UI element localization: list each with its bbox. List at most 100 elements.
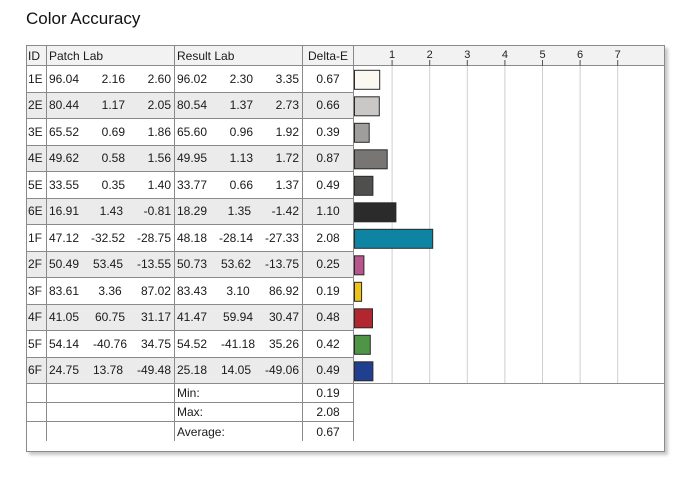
lab-value: 53.62 [220,257,252,272]
result-lab-values: 48.18 -28.14 -27.33 [175,225,303,252]
patch-lab-values: 16.91 1.43 -0.81 [47,198,175,225]
lab-value: 1.35 [227,204,252,219]
lab-value: -28.14 [218,230,254,245]
lab-value: 87.02 [140,283,171,298]
delta-e-bar [354,122,370,143]
patch-lab-values: 33.55 0.35 1.40 [47,172,175,199]
delta-e-bar [354,228,434,249]
header-patch-lab: Patch Lab [47,46,175,66]
patch-lab-values: 50.49 53.45 -13.55 [47,251,175,278]
summary-value: 0.19 [303,384,354,403]
delta-e-bar [354,175,374,196]
lab-value: -1.42 [271,204,299,219]
delta-e-value: 0.39 [303,119,354,146]
header-delta-e: Delta-E [303,46,354,66]
lab-value: 1.86 [147,124,171,139]
delta-e-value: 0.87 [303,145,354,172]
summary-value: 2.08 [303,403,354,422]
row-id: 6F [27,357,47,384]
lab-value: 1.56 [147,151,171,166]
result-lab-values: 25.18 14.05 -49.06 [175,357,303,384]
lab-value: 41.47 [177,310,208,325]
lab-value: 60.75 [94,310,126,325]
lab-value: 2.30 [229,71,254,86]
delta-e-value: 1.10 [303,198,354,225]
lab-value: -32.52 [90,230,126,245]
lab-value: -28.75 [136,230,171,245]
lab-value: -41.18 [220,336,256,351]
result-lab-values: 83.43 3.10 86.92 [175,278,303,305]
x-tick-label: 1 [389,49,395,61]
chart-header-band [354,46,664,66]
result-lab-values: 18.29 1.35 -1.42 [175,198,303,225]
result-lab-values: 33.77 0.66 1.37 [175,172,303,199]
summary-value: 0.67 [303,422,354,441]
x-tick-label: 7 [615,49,621,61]
row-id: 2E [27,92,47,119]
lab-value: 54.14 [49,336,80,351]
lab-value: 83.43 [177,283,208,298]
patch-lab-values: 41.05 60.75 31.17 [47,304,175,331]
delta-e-value: 0.48 [303,304,354,331]
header-result-lab: Result Lab [175,46,303,66]
lab-value: 86.92 [268,283,299,298]
lab-value: 80.54 [177,98,208,113]
summary-label: Min: [175,384,303,403]
result-lab-values: 41.47 59.94 30.47 [175,304,303,331]
row-id: 4F [27,304,47,331]
lab-value: 59.94 [222,310,254,325]
chart-title: Color Accuracy [26,9,141,28]
row-id: 1F [27,225,47,252]
patch-lab-values: 47.12 -32.52 -28.75 [47,225,175,252]
x-tick-label: 4 [502,49,508,61]
lab-value: 33.77 [177,177,208,192]
summary-blank [47,384,175,403]
summary-blank [27,403,47,422]
patch-lab-values: 80.44 1.17 2.05 [47,92,175,119]
lab-value: 16.91 [49,204,80,219]
lab-value: 47.12 [49,230,80,245]
lab-value: -49.48 [136,363,171,378]
lab-value: 2.16 [101,71,126,86]
delta-e-value: 0.25 [303,251,354,278]
lab-value: 25.18 [177,363,208,378]
patch-lab-values: 96.04 2.16 2.60 [47,66,175,93]
x-tick-label: 5 [539,49,545,61]
lab-value: 50.73 [177,257,208,272]
patch-lab-values: 49.62 0.58 1.56 [47,145,175,172]
summary-blank [47,422,175,441]
row-id: 3F [27,278,47,305]
lab-value: 65.52 [49,124,80,139]
lab-value: 30.47 [268,310,299,325]
color-accuracy-panel: ID Patch Lab Result Lab Delta-E 1E 96.04 2.16 2… [26,45,665,452]
result-lab-values: 49.95 1.13 1.72 [175,145,303,172]
lab-value: 80.44 [49,98,80,113]
lab-value: 53.45 [92,257,124,272]
patch-lab-values: 83.61 3.36 87.02 [47,278,175,305]
lab-value: 31.17 [140,310,171,325]
lab-value: 0.35 [101,177,126,192]
lab-value: 1.13 [229,151,254,166]
lab-value: 0.96 [229,124,254,139]
result-lab-values: 54.52 -41.18 35.26 [175,331,303,358]
delta-e-bar [354,308,373,329]
lab-value: -13.75 [264,257,299,272]
delta-e-value: 0.66 [303,92,354,119]
summary-blank [27,422,47,441]
lab-value: 1.72 [275,151,299,166]
lab-value: 1.37 [229,98,254,113]
lab-value: 49.95 [177,151,208,166]
lab-value: 50.49 [49,257,80,272]
lab-value: 3.10 [226,283,250,298]
lab-value: 13.78 [92,363,124,378]
result-lab-values: 50.73 53.62 -13.75 [175,251,303,278]
lab-value: -49.06 [264,363,299,378]
summary-label: Max: [175,403,303,422]
row-id: 6E [27,198,47,225]
summary-blank [27,384,47,403]
lab-value: 96.04 [49,71,80,86]
lab-value: 83.61 [49,283,80,298]
row-id: 3E [27,119,47,146]
header-id: ID [27,46,47,66]
delta-e-value: 0.42 [303,331,354,358]
